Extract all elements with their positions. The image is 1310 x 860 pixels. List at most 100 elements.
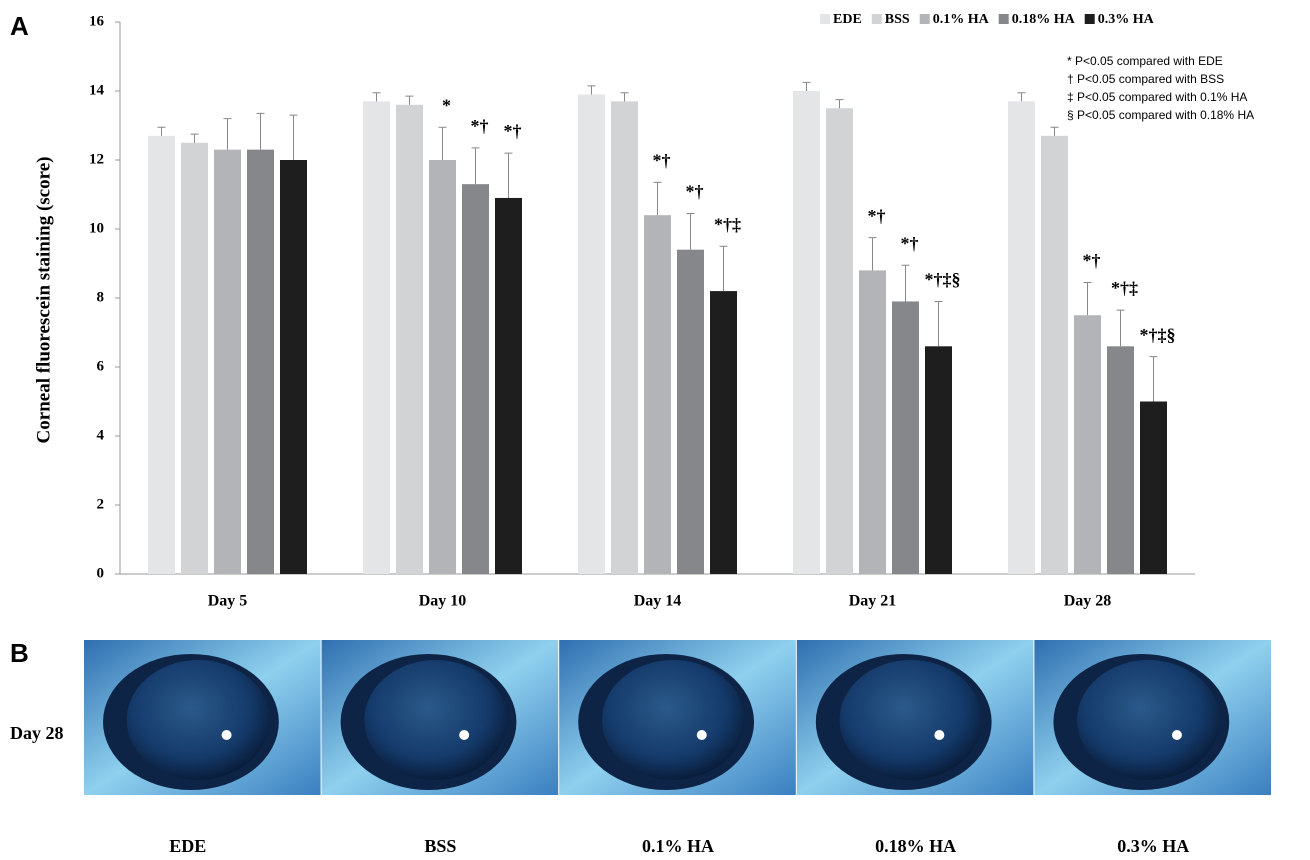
eye-photo	[559, 640, 796, 795]
bar	[859, 270, 886, 574]
legend-swatch	[999, 14, 1009, 24]
bar	[429, 160, 456, 574]
error-bar	[406, 96, 414, 105]
error-bar	[505, 153, 513, 198]
y-tick-label: 2	[97, 496, 105, 512]
error-bar	[1018, 93, 1026, 102]
reflection	[222, 730, 232, 740]
bar	[247, 150, 274, 574]
cornea	[602, 660, 745, 780]
reflection	[1172, 730, 1182, 740]
eye-photo	[84, 640, 321, 795]
bar	[677, 250, 704, 574]
error-bar	[588, 86, 596, 95]
bar	[1140, 402, 1167, 575]
legend-swatch	[872, 14, 882, 24]
figure: A B Corneal fluorescein staining (score)…	[0, 0, 1310, 860]
significance-label: *†	[1083, 251, 1101, 271]
significance-label: *†‡§	[1140, 325, 1176, 345]
y-tick-label: 16	[89, 13, 105, 29]
image-label: EDE	[169, 836, 206, 856]
significance-label: *†‡	[714, 214, 741, 234]
bar	[1008, 101, 1035, 574]
significance-label: *†	[901, 233, 919, 253]
error-bar	[1150, 357, 1158, 402]
y-tick-label: 0	[97, 565, 105, 581]
error-bar	[869, 238, 877, 271]
x-tick-label: Day 28	[1064, 593, 1112, 610]
bar	[1041, 136, 1068, 574]
significance-label: *†	[504, 121, 522, 141]
image-label: BSS	[424, 836, 456, 856]
y-tick-label: 14	[89, 82, 105, 98]
bar	[644, 215, 671, 574]
error-bar	[687, 213, 695, 249]
error-bar	[720, 246, 728, 291]
significance-label: *†	[653, 151, 671, 171]
footnote: * P<0.05 compared with EDE	[1067, 54, 1223, 68]
error-bar	[621, 93, 629, 102]
bar	[1107, 346, 1134, 574]
error-bar	[191, 134, 199, 143]
error-bar	[158, 127, 166, 136]
eye-photo	[1034, 640, 1271, 795]
bar	[462, 184, 489, 574]
bar	[495, 198, 522, 574]
x-tick-label: Day 10	[419, 593, 467, 610]
bar	[396, 105, 423, 574]
bar	[710, 291, 737, 574]
bar	[214, 150, 241, 574]
y-tick-label: 10	[89, 220, 104, 236]
significance-label: *†	[868, 206, 886, 226]
y-axis-label: Corneal fluorescein staining (score)	[33, 157, 54, 444]
significance-label: *†	[686, 182, 704, 202]
significance-label: *†‡§	[925, 270, 961, 290]
bar	[148, 136, 175, 574]
error-bar	[654, 182, 662, 215]
error-bar	[224, 119, 232, 150]
legend-label: BSS	[885, 12, 910, 27]
panel-label: B	[10, 638, 29, 668]
cornea	[1077, 660, 1220, 780]
error-bar	[290, 115, 298, 160]
x-tick-label: Day 14	[634, 593, 682, 610]
footnote: § P<0.05 compared with 0.18% HA	[1067, 108, 1254, 122]
x-tick-label: Day 5	[208, 593, 248, 610]
reflection	[934, 730, 944, 740]
bar	[611, 101, 638, 574]
bar	[826, 108, 853, 574]
bar	[925, 346, 952, 574]
error-bar	[1117, 310, 1125, 346]
error-bar	[1084, 282, 1092, 315]
legend-label: 0.18% HA	[1012, 12, 1076, 27]
error-bar	[902, 265, 910, 301]
image-label: 0.18% HA	[875, 836, 956, 856]
y-tick-label: 6	[97, 358, 105, 374]
bar	[181, 143, 208, 574]
error-bar	[935, 301, 943, 346]
error-bar	[472, 148, 480, 184]
bar	[793, 91, 820, 574]
y-tick-label: 8	[97, 289, 105, 305]
legend-swatch	[820, 14, 830, 24]
row-label: Day 28	[10, 723, 64, 743]
cornea	[840, 660, 983, 780]
error-bar	[836, 100, 844, 109]
significance-label: *†‡	[1111, 278, 1138, 298]
image-label: 0.1% HA	[642, 836, 714, 856]
reflection	[697, 730, 707, 740]
y-tick-label: 12	[89, 151, 104, 167]
bar	[578, 94, 605, 574]
bar	[892, 301, 919, 574]
legend-swatch	[920, 14, 930, 24]
footnote: ‡ P<0.05 compared with 0.1% HA	[1067, 90, 1247, 104]
panel-label: A	[10, 11, 29, 41]
x-tick-label: Day 21	[849, 593, 897, 610]
error-bar	[439, 127, 447, 160]
error-bar	[803, 82, 811, 91]
cornea	[127, 660, 270, 780]
error-bar	[1051, 127, 1059, 136]
bar	[1074, 315, 1101, 574]
significance-label: *	[442, 95, 451, 115]
y-tick-label: 4	[97, 427, 105, 443]
